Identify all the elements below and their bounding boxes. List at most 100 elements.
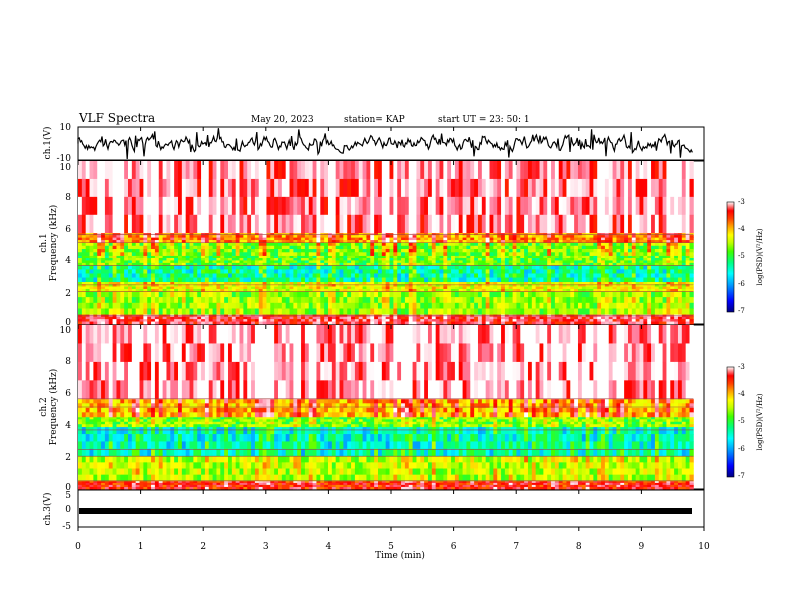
spectrogram-cell <box>316 255 321 259</box>
spectrogram-cell <box>508 286 513 290</box>
spectrogram-cell <box>193 214 198 234</box>
spectrogram-cell <box>381 297 387 304</box>
spectrogram-cell <box>251 235 256 239</box>
spectrogram-cell <box>647 302 652 309</box>
spectrogram-cell <box>593 265 598 270</box>
spectrogram-cell <box>551 284 556 287</box>
spectrogram-cell <box>154 316 160 320</box>
spectrogram-cell <box>427 288 433 292</box>
spectrogram-cell <box>170 316 175 320</box>
spectrogram-cell <box>616 297 621 304</box>
spectrogram-cell <box>170 277 175 283</box>
spectrogram-cell <box>204 249 210 253</box>
spectrogram-cell <box>139 321 144 325</box>
spectrogram-cell <box>451 235 456 239</box>
spectrogram-cell <box>281 273 287 278</box>
spectrogram-cell <box>624 237 629 241</box>
spectrogram-cell <box>104 252 110 256</box>
spectrogram-cell <box>331 240 337 243</box>
spectrogram-cell <box>324 260 329 264</box>
spectrogram-cell <box>539 269 544 274</box>
spectrogram-cell <box>231 235 237 239</box>
spectrogram-cell <box>78 262 83 266</box>
spectrogram-cell <box>547 319 552 322</box>
spectrogram-cell <box>162 321 167 325</box>
spectrogram-cell <box>470 262 475 266</box>
spectrogram-cell <box>358 237 364 241</box>
spectrogram-cell <box>331 262 337 266</box>
spectrogram-cell <box>531 273 537 278</box>
spectrogram-cell <box>389 262 394 266</box>
spectrogram-cell <box>339 237 344 241</box>
spectrogram-cell <box>201 265 206 270</box>
spectrogram-cell <box>281 265 287 270</box>
spectrogram-cell <box>366 262 371 266</box>
spectrogram-cell <box>158 196 164 216</box>
spectrogram-cell <box>389 288 394 292</box>
spectrogram-cell <box>78 273 83 278</box>
spectrogram-cell <box>354 297 360 304</box>
spectrogram-cell <box>454 262 460 266</box>
spectrogram-cell <box>89 308 94 315</box>
spectrogram-cell <box>258 260 264 264</box>
spectrogram-cell <box>639 252 644 256</box>
spectrogram-cell <box>581 178 587 198</box>
spectrogram-cell <box>301 240 306 243</box>
spectrogram-cell <box>312 161 317 180</box>
spectrogram-cell <box>89 252 94 256</box>
spectrogram-cell <box>639 291 644 298</box>
spectrogram-cell <box>281 237 287 241</box>
spectrogram-cell <box>412 297 417 304</box>
spectrogram-cell <box>389 245 394 250</box>
spectrogram-cell <box>212 178 217 198</box>
spectrogram-cell <box>585 316 590 320</box>
spectrogram-cell <box>639 281 644 285</box>
spectrogram-cell <box>535 284 540 287</box>
spectrogram-cell <box>266 265 271 270</box>
spectrogram-cell <box>254 281 260 285</box>
spectrogram-cell <box>381 269 387 274</box>
spectrogram-cell <box>285 321 290 325</box>
spectrogram-cell <box>408 235 413 239</box>
spectrogram-cell <box>481 273 487 278</box>
spectrogram-cell <box>493 265 498 270</box>
spectrogram-cell <box>539 257 544 261</box>
spectrogram-cell <box>277 262 283 266</box>
spectrogram-cell <box>412 291 417 298</box>
spectrogram-cell <box>477 245 483 250</box>
spectrogram-cell <box>481 214 487 234</box>
spectrogram-cell <box>451 257 456 261</box>
spectrogram-cell <box>89 245 94 250</box>
spectrogram-cell <box>258 277 264 283</box>
spectrogram-cell <box>377 288 383 292</box>
spectrogram-cell <box>501 237 506 241</box>
spectrogram-cell <box>358 291 364 298</box>
spectrogram-cell <box>251 161 256 180</box>
spectrogram-cell <box>424 245 429 250</box>
spectrogram-cell <box>508 273 513 278</box>
spectrogram-cell <box>574 249 579 253</box>
spectrogram-cell <box>258 291 264 298</box>
spectrogram-cell <box>85 316 90 320</box>
spectrogram-cell <box>327 319 333 322</box>
spectrogram-cell <box>154 321 160 325</box>
spectrogram-cell <box>324 240 329 243</box>
spectrogram-cell <box>497 252 502 256</box>
spectrogram-cell <box>370 319 375 322</box>
spectrogram-cell <box>208 288 214 292</box>
spectrogram-cell <box>401 319 406 322</box>
spectrogram-cell <box>327 249 333 253</box>
spectrogram-cell <box>162 288 167 292</box>
spectrogram-cell <box>627 269 633 274</box>
spectrogram-cell <box>497 265 502 270</box>
spectrogram-cell <box>585 273 590 278</box>
spectrogram-cell <box>504 214 510 234</box>
spectrogram-cell <box>658 319 663 322</box>
spectrogram-cell <box>216 255 221 259</box>
spectrogram-cell <box>120 269 125 274</box>
spectrogram-cell <box>112 316 117 320</box>
spectrogram-cell <box>481 255 487 259</box>
spectrogram-cell <box>216 265 221 270</box>
spectrogram-cell <box>666 308 671 315</box>
spectrogram-cell <box>116 237 121 241</box>
